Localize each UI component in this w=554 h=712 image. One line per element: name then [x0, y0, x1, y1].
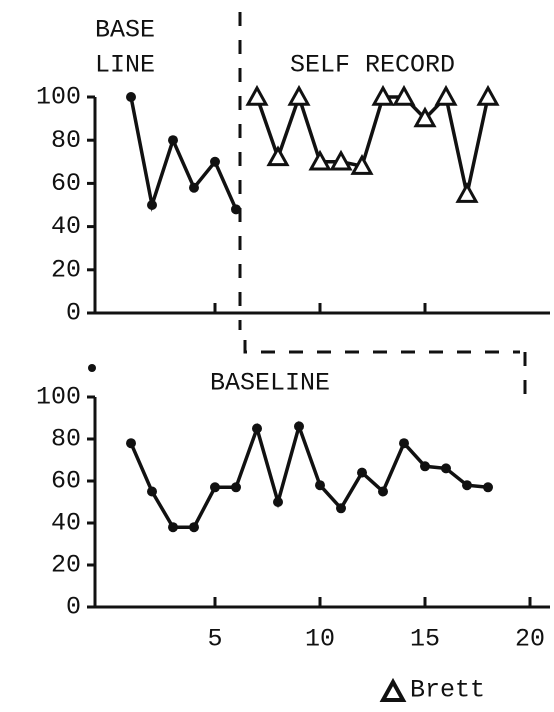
- dot-marker: [378, 486, 388, 497]
- y-tick-label: 0: [66, 593, 81, 622]
- y-tick-label: 100: [36, 83, 81, 112]
- triangle-marker: [329, 149, 353, 171]
- dot-marker: [168, 135, 178, 146]
- y-tick-label: 20: [51, 551, 81, 580]
- dot-marker: [357, 467, 367, 478]
- triangle-marker: [392, 84, 416, 106]
- y-tick-label: 80: [51, 425, 81, 454]
- dot-marker: [294, 421, 304, 432]
- dot-marker: [483, 482, 493, 493]
- y-tick-label: 60: [51, 467, 81, 496]
- y-tick-label: 40: [51, 509, 81, 538]
- triangle-marker: [371, 84, 395, 106]
- phase-label: BASE: [95, 16, 155, 45]
- dot-marker: [147, 486, 157, 497]
- dot-marker: [231, 204, 241, 215]
- data-line: [255, 91, 490, 195]
- dot-marker: [126, 438, 136, 449]
- dot-marker: [441, 463, 451, 474]
- x-tick-label: 15: [410, 625, 440, 654]
- y-tick-label: 0: [66, 299, 81, 328]
- triangle-marker: [434, 84, 458, 106]
- triangle-marker: [287, 84, 311, 106]
- y-tick-label: 60: [51, 169, 81, 198]
- dot-marker: [399, 438, 409, 449]
- dot-marker: [210, 156, 220, 167]
- phase-label: SELF RECORD: [290, 51, 455, 80]
- legend-label: Brett: [410, 676, 485, 705]
- dot-marker: [252, 423, 262, 434]
- phase-change-line: [238, 12, 527, 400]
- x-tick-label: 10: [305, 625, 335, 654]
- dot-marker: [210, 482, 220, 493]
- triangle-marker: [308, 149, 332, 171]
- x-tick-label: 5: [207, 625, 222, 654]
- y-tick-label: 40: [51, 212, 81, 241]
- data-line: [129, 420, 489, 529]
- speck: [88, 364, 96, 372]
- dot-marker: [147, 200, 157, 210]
- dot-marker: [189, 522, 199, 533]
- axes: [93, 397, 550, 609]
- triangle-marker: [476, 84, 500, 106]
- dot-marker: [231, 482, 241, 493]
- dot-marker: [168, 522, 178, 533]
- x-tick-label: 20: [515, 625, 545, 654]
- data-line: [129, 96, 238, 212]
- triangle-marker: [350, 154, 374, 175]
- dot-marker: [315, 480, 325, 491]
- dot-marker: [336, 503, 346, 514]
- dot-marker: [462, 480, 472, 491]
- phase-label: BASELINE: [210, 369, 330, 398]
- triangle-marker: [245, 84, 269, 106]
- legend-marker: [379, 677, 407, 702]
- triangle-marker: [413, 106, 437, 128]
- dot-marker: [273, 497, 283, 507]
- phase-label: LINE: [95, 51, 155, 80]
- dot-marker: [126, 92, 136, 102]
- dot-marker: [420, 461, 430, 472]
- y-tick-label: 20: [51, 255, 81, 284]
- dot-marker: [189, 182, 199, 193]
- triangle-marker: [266, 145, 290, 167]
- y-tick-label: 100: [36, 383, 81, 412]
- triangle-marker: [455, 182, 479, 203]
- y-tick-label: 80: [51, 126, 81, 155]
